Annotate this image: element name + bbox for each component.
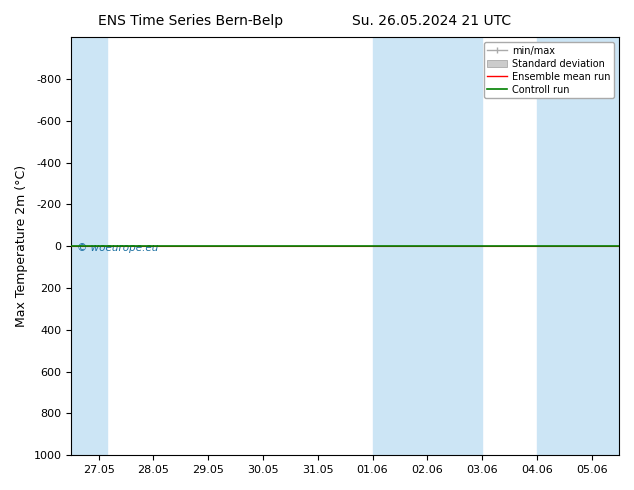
- Text: Su. 26.05.2024 21 UTC: Su. 26.05.2024 21 UTC: [352, 14, 510, 28]
- Y-axis label: Max Temperature 2m (°C): Max Temperature 2m (°C): [15, 165, 28, 327]
- Bar: [537, 37, 619, 455]
- Bar: [71, 37, 107, 455]
- Text: © woeurope.eu: © woeurope.eu: [77, 243, 158, 253]
- Legend: min/max, Standard deviation, Ensemble mean run, Controll run: min/max, Standard deviation, Ensemble me…: [484, 42, 614, 98]
- Text: ENS Time Series Bern-Belp: ENS Time Series Bern-Belp: [98, 14, 283, 28]
- Bar: [373, 37, 482, 455]
